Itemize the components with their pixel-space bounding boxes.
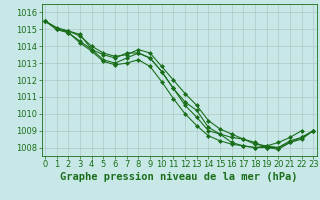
X-axis label: Graphe pression niveau de la mer (hPa): Graphe pression niveau de la mer (hPa) bbox=[60, 172, 298, 182]
